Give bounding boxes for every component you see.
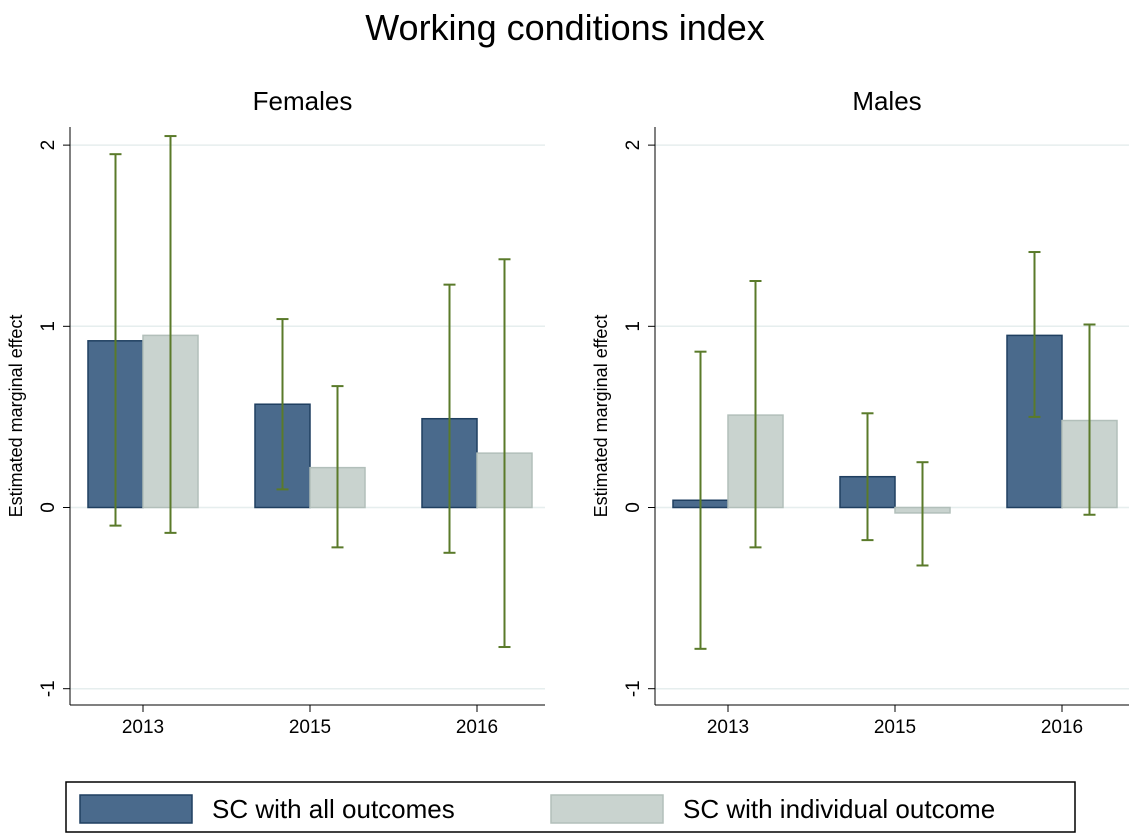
y-axis-label: Estimated marginal effect [6, 315, 26, 518]
error-bar [331, 385, 344, 549]
error-bar [1028, 251, 1041, 418]
y-tick-label: 1 [38, 321, 59, 332]
y-tick-label: 2 [38, 140, 59, 151]
error-bar [498, 258, 511, 649]
y-tick-label: -1 [38, 680, 59, 697]
legend-label: SC with individual outcome [683, 794, 995, 824]
error-bar [443, 283, 456, 554]
y-tick-label: 0 [38, 502, 59, 513]
x-tick-label: 2016 [456, 717, 498, 738]
x-tick-label: 2015 [289, 717, 331, 738]
legend-swatch [550, 794, 664, 824]
x-tick-label: 2016 [1041, 717, 1083, 738]
x-tick-label: 2013 [122, 717, 164, 738]
error-bar [276, 318, 289, 491]
error-bar [164, 135, 177, 534]
y-tick-label: 2 [623, 140, 644, 151]
error-bar [749, 280, 762, 549]
x-tick-label: 2013 [707, 717, 749, 738]
error-bar [861, 412, 874, 542]
error-bar [694, 350, 707, 650]
error-bar [1083, 323, 1096, 516]
x-tick-label: 2015 [874, 717, 916, 738]
panel-title: Males [852, 86, 921, 116]
figure-title: Working conditions index [365, 7, 765, 48]
y-tick-label: 0 [623, 502, 644, 513]
error-bar [109, 153, 122, 527]
y-axis-label: Estimated marginal effect [591, 315, 611, 518]
y-tick-label: -1 [623, 680, 644, 697]
y-tick-label: 1 [623, 321, 644, 332]
legend-swatch [79, 794, 193, 824]
error-bar [916, 461, 929, 567]
legend-label: SC with all outcomes [212, 794, 455, 824]
panel-title: Females [253, 86, 353, 116]
